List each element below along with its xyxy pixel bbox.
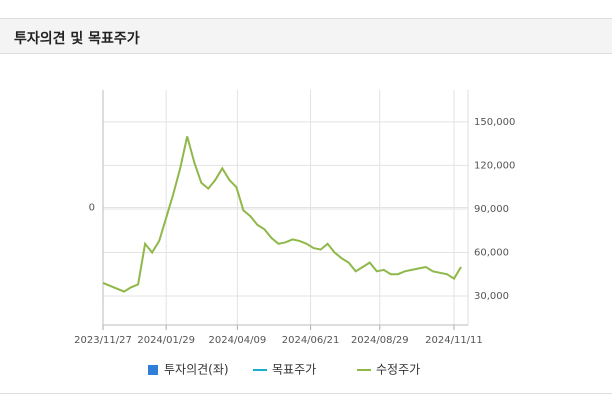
price-line bbox=[102, 136, 462, 293]
legend-label: 목표주가 bbox=[272, 363, 316, 377]
y2-tick-label: 90,000 bbox=[474, 204, 509, 215]
header: 투자의견 및 목표주가 bbox=[0, 18, 612, 54]
x-tick-label: 2024/06/21 bbox=[282, 335, 340, 346]
legend-label: 수정주가 bbox=[376, 363, 420, 377]
y-tick-label: 0 bbox=[89, 203, 95, 214]
y2-tick-label: 150,000 bbox=[474, 117, 515, 128]
x-tick-label: 2024/11/11 bbox=[425, 335, 483, 346]
legend-label: 투자의견(좌) bbox=[164, 363, 229, 377]
header-title: 투자의견 및 목표주가 bbox=[14, 31, 140, 47]
divider bbox=[0, 393, 612, 394]
x-tick-label: 2024/04/09 bbox=[209, 335, 267, 346]
y2-tick-label: 60,000 bbox=[474, 247, 509, 258]
y2-tick-label: 30,000 bbox=[474, 291, 509, 302]
x-tick-label: 2024/08/29 bbox=[351, 335, 409, 346]
y2-tick-label: 120,000 bbox=[474, 160, 515, 171]
x-tick-label: 2024/01/29 bbox=[137, 335, 195, 346]
legend-swatch bbox=[148, 365, 158, 375]
x-tick-label: 2023/11/27 bbox=[74, 335, 132, 346]
